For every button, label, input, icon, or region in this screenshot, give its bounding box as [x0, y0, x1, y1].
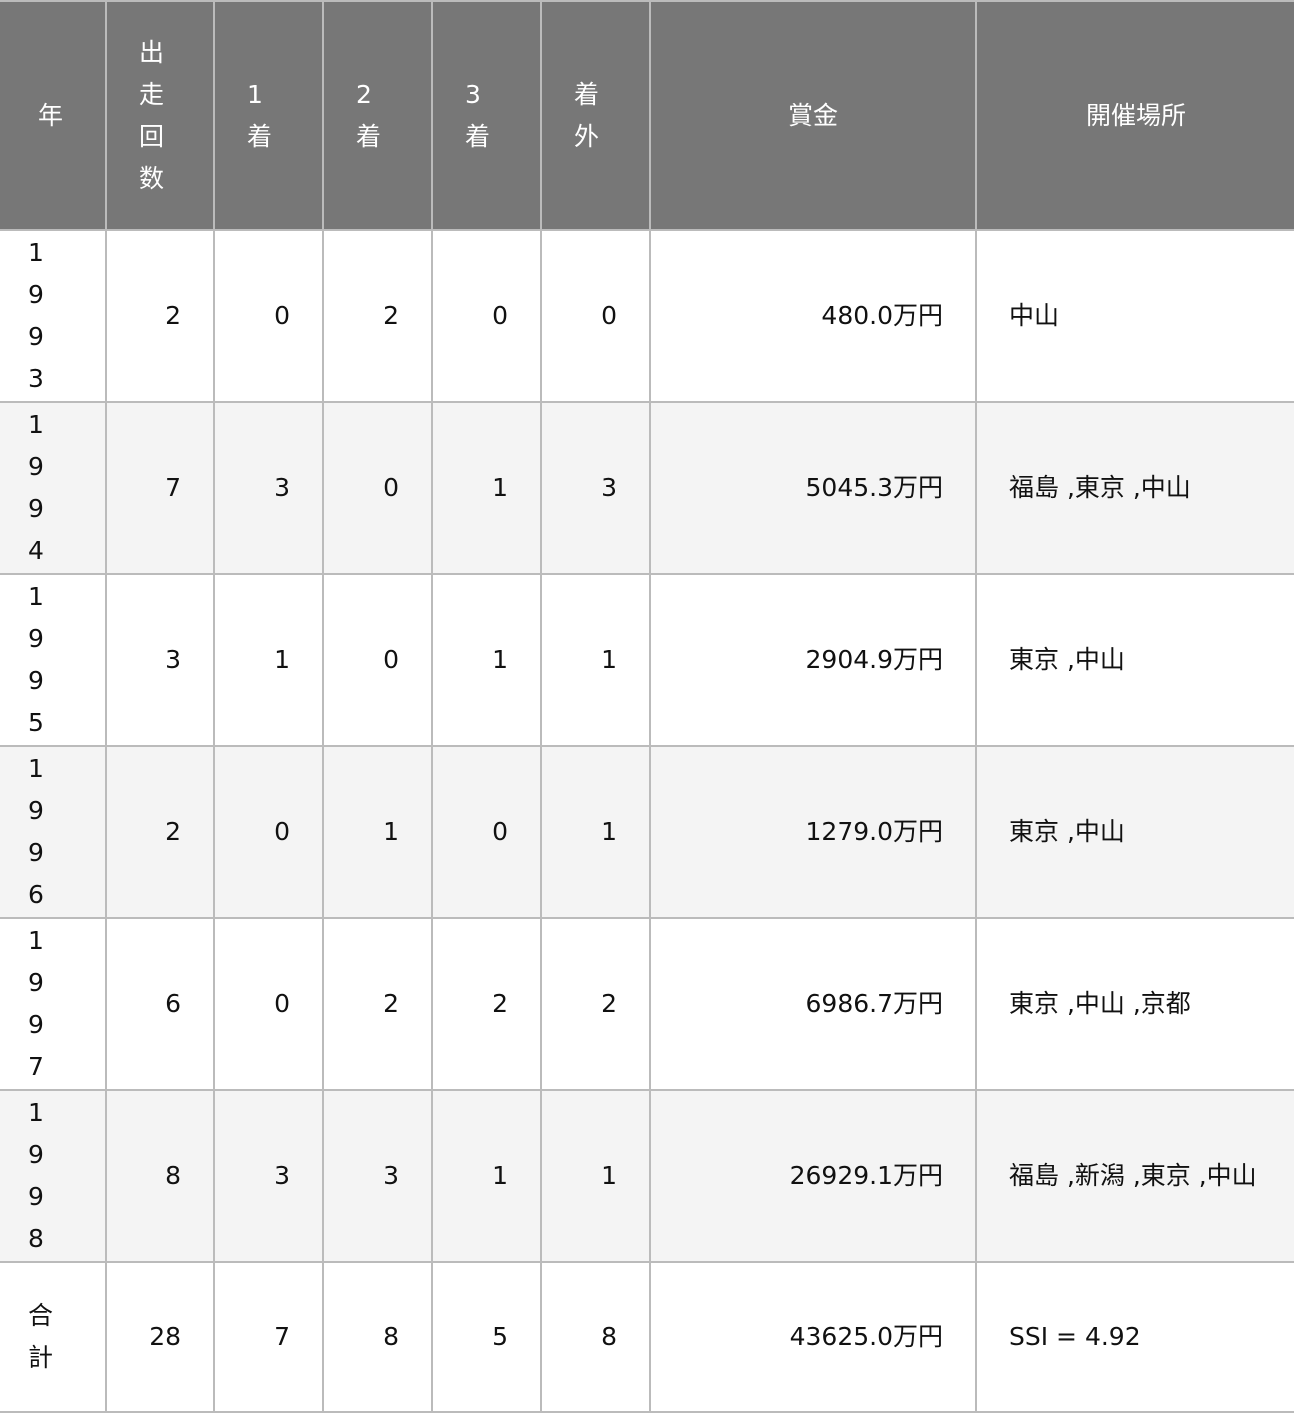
- header-second: 2着: [322, 0, 433, 231]
- cell-unplaced: 1: [540, 745, 651, 919]
- cell-first: 1: [213, 573, 324, 747]
- cell-year: 1994: [0, 401, 107, 575]
- cell-prize: 6986.7万円: [649, 917, 977, 1091]
- cell-venues: 東京 ,中山: [975, 573, 1294, 747]
- cell-unplaced: 1: [540, 1089, 651, 1263]
- table-row: 1993 2 0 2 0 0 480.0万円 中山: [0, 229, 1294, 403]
- cell-unplaced: 3: [540, 401, 651, 575]
- cell-first: 7: [213, 1261, 324, 1413]
- cell-year: 1998: [0, 1089, 107, 1263]
- cell-starts: 2: [105, 745, 215, 919]
- cell-unplaced: 8: [540, 1261, 651, 1413]
- cell-third: 1: [431, 1089, 542, 1263]
- cell-starts: 28: [105, 1261, 215, 1413]
- cell-starts: 7: [105, 401, 215, 575]
- cell-unplaced: 0: [540, 229, 651, 403]
- header-starts: 出走回数: [105, 0, 215, 231]
- cell-year: 1996: [0, 745, 107, 919]
- cell-second: 2: [322, 917, 433, 1091]
- cell-prize: 5045.3万円: [649, 401, 977, 575]
- header-row: 年 出走回数 1着 2着 3着 着外 賞金 開催場所: [0, 0, 1294, 231]
- table-row: 1995 3 1 0 1 1 2904.9万円 東京 ,中山: [0, 573, 1294, 747]
- cell-first: 3: [213, 1089, 324, 1263]
- cell-unplaced: 2: [540, 917, 651, 1091]
- cell-third: 2: [431, 917, 542, 1091]
- total-row: 合計 28 7 8 5 8 43625.0万円 SSI = 4.92: [0, 1261, 1294, 1413]
- cell-second: 1: [322, 745, 433, 919]
- cell-year: 1993: [0, 229, 107, 403]
- cell-year: 1997: [0, 917, 107, 1091]
- header-unplaced: 着外: [540, 0, 651, 231]
- cell-third: 5: [431, 1261, 542, 1413]
- cell-venues: 東京 ,中山 ,京都: [975, 917, 1294, 1091]
- cell-second: 2: [322, 229, 433, 403]
- cell-venues: 東京 ,中山: [975, 745, 1294, 919]
- header-first: 1着: [213, 0, 324, 231]
- cell-starts: 8: [105, 1089, 215, 1263]
- cell-year: 合計: [0, 1261, 107, 1413]
- cell-first: 0: [213, 745, 324, 919]
- cell-third: 1: [431, 573, 542, 747]
- cell-prize: 480.0万円: [649, 229, 977, 403]
- cell-venues: SSI = 4.92: [975, 1261, 1294, 1413]
- header-year: 年: [0, 0, 107, 231]
- cell-third: 1: [431, 401, 542, 575]
- header-venues: 開催場所: [975, 0, 1294, 231]
- cell-starts: 2: [105, 229, 215, 403]
- cell-venues: 福島 ,新潟 ,東京 ,中山: [975, 1089, 1294, 1263]
- cell-first: 0: [213, 229, 324, 403]
- cell-second: 8: [322, 1261, 433, 1413]
- cell-venues: 福島 ,東京 ,中山: [975, 401, 1294, 575]
- cell-second: 3: [322, 1089, 433, 1263]
- cell-year: 1995: [0, 573, 107, 747]
- cell-starts: 6: [105, 917, 215, 1091]
- table-row: 1994 7 3 0 1 3 5045.3万円 福島 ,東京 ,中山: [0, 401, 1294, 575]
- cell-starts: 3: [105, 573, 215, 747]
- table-row: 1997 6 0 2 2 2 6986.7万円 東京 ,中山 ,京都: [0, 917, 1294, 1091]
- table-row: 1998 8 3 3 1 1 26929.1万円 福島 ,新潟 ,東京 ,中山: [0, 1089, 1294, 1263]
- cell-prize: 26929.1万円: [649, 1089, 977, 1263]
- cell-venues: 中山: [975, 229, 1294, 403]
- header-third: 3着: [431, 0, 542, 231]
- cell-prize: 43625.0万円: [649, 1261, 977, 1413]
- cell-second: 0: [322, 573, 433, 747]
- cell-prize: 2904.9万円: [649, 573, 977, 747]
- cell-first: 0: [213, 917, 324, 1091]
- cell-unplaced: 1: [540, 573, 651, 747]
- cell-second: 0: [322, 401, 433, 575]
- cell-third: 0: [431, 745, 542, 919]
- cell-prize: 1279.0万円: [649, 745, 977, 919]
- header-prize: 賞金: [649, 0, 977, 231]
- cell-first: 3: [213, 401, 324, 575]
- cell-third: 0: [431, 229, 542, 403]
- table-row: 1996 2 0 1 0 1 1279.0万円 東京 ,中山: [0, 745, 1294, 919]
